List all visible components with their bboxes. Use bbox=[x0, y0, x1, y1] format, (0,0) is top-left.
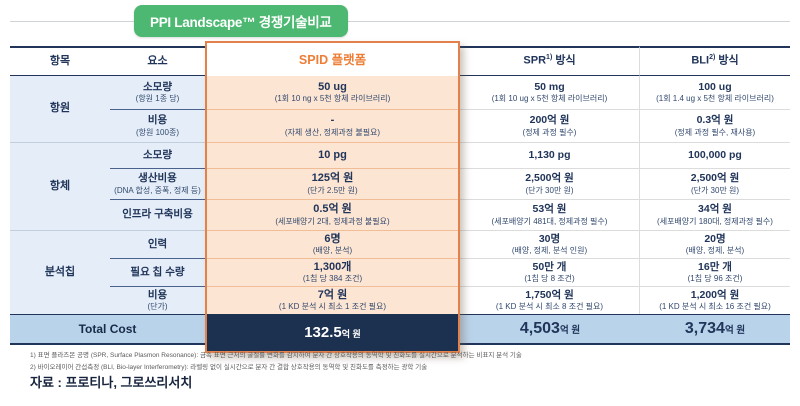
element-label: 필요 칩 수량 bbox=[110, 258, 205, 286]
cell-spr: 200억 원 (정제 과정 필수) bbox=[460, 109, 640, 142]
footnotes: 1) 표면 플라즈몬 공명 (SPR, Surface Plasmon Reso… bbox=[30, 350, 522, 374]
cell-spid: 7억 원 (1 KD 분석 시 최소 1 조건 필요) bbox=[205, 286, 460, 314]
cell-spr: 53억 원 (세포배양기 481대, 정제과정 필수) bbox=[460, 199, 640, 230]
header-element: 요소 bbox=[110, 46, 205, 76]
total-cost-spr: 4,503억 원 bbox=[460, 314, 640, 345]
cell-spr: 1,750억 원 (1 KD 분석 시 최소 8 조건 필요) bbox=[460, 286, 640, 314]
header-spid: SPID 플랫폼 bbox=[205, 43, 460, 76]
cell-bli: 0.3억 원 (정제 과정 필수, 재사용) bbox=[640, 109, 790, 142]
element-label: 인프라 구축비용 bbox=[110, 199, 205, 230]
header-bli-name: BLI bbox=[691, 54, 710, 67]
cell-spid: 125억 원 (단가 2.5만 원) bbox=[205, 168, 460, 199]
cell-bli: 1,200억 원 (1 KD 분석 시 최소 16 조건 필요) bbox=[640, 286, 790, 314]
footnote-marker-2: 2) bbox=[709, 54, 716, 62]
element-label: 생산비용 (DNA 합성, 증폭, 정제 등) bbox=[110, 168, 205, 199]
cell-bli: 2,500억 원 (단가 30만 원) bbox=[640, 168, 790, 199]
group-analysis-chip: 분석칩 bbox=[10, 230, 110, 314]
title-divider-line bbox=[10, 21, 790, 22]
element-label: 소모량 (항원 1종 당) bbox=[110, 76, 205, 109]
element-label: 인력 bbox=[110, 230, 205, 258]
header-bli: BLI2) 방식 bbox=[640, 46, 790, 76]
total-cost-bli: 3,734억 원 bbox=[640, 314, 790, 345]
header-item: 항목 bbox=[10, 46, 110, 76]
cell-spid: 0.5억 원 (세포배양기 2대, 정제과정 불필요) bbox=[205, 199, 460, 230]
total-cost-spid: 132.5억 원 bbox=[205, 314, 460, 351]
cell-spr: 2,500억 원 (단가 30만 원) bbox=[460, 168, 640, 199]
element-label: 비용 (단가) bbox=[110, 286, 205, 314]
cell-spid: 50 ug (1회 10 ng x 5천 항체 라이브러리) bbox=[205, 76, 460, 109]
page-title: PPI Landscape™ 경쟁기술비교 bbox=[134, 5, 348, 37]
cell-spid: 10 pg bbox=[205, 142, 460, 168]
header-spr: SPR1) 방식 bbox=[460, 46, 640, 76]
cell-spr: 50만 개 (1칩 당 8 조건) bbox=[460, 258, 640, 286]
cell-bli: 100 ug (1회 1.4 ug x 5천 항체 라이브러리) bbox=[640, 76, 790, 109]
group-antigen: 항원 bbox=[10, 76, 110, 142]
element-label: 비용 (항원 100종) bbox=[110, 109, 205, 142]
header-bli-suffix: 방식 bbox=[715, 54, 739, 67]
comparison-grid: 항목 요소 SPID 플랫폼 SPR1) 방식 BLI2) 방식 항원 항체 분… bbox=[10, 43, 790, 351]
cell-spid: 1,300개 (1칩 당 384 조건) bbox=[205, 258, 460, 286]
total-cost-label: Total Cost bbox=[10, 314, 205, 345]
cell-bli: 20명 (배양, 정제, 분석) bbox=[640, 230, 790, 258]
cell-spr: 30명 (배양, 정제, 분석 인원) bbox=[460, 230, 640, 258]
footnote-marker-1: 1) bbox=[546, 54, 553, 62]
cell-spid: 6명 (배양, 분석) bbox=[205, 230, 460, 258]
header-spr-suffix: 방식 bbox=[552, 54, 576, 67]
comparison-table: 항목 요소 SPID 플랫폼 SPR1) 방식 BLI2) 방식 항원 항체 분… bbox=[10, 41, 790, 353]
cell-bli: 16만 개 (1칩 당 96 조건) bbox=[640, 258, 790, 286]
cell-bli: 100,000 pg bbox=[640, 142, 790, 168]
source-label: 자료 : bbox=[30, 375, 66, 390]
footnote-1: 1) 표면 플라즈몬 공명 (SPR, Surface Plasmon Reso… bbox=[30, 352, 522, 359]
group-antibody: 항체 bbox=[10, 142, 110, 230]
header-spr-name: SPR bbox=[523, 54, 547, 67]
cell-spr: 1,130 pg bbox=[460, 142, 640, 168]
cell-spid: - (자체 생산, 정제과정 불필요) bbox=[205, 109, 460, 142]
footnote-2: 2) 바이오레이어 간섭측정 (BLI, Bio-layer Interfero… bbox=[30, 364, 428, 372]
source-text: 자료 : 프로티나, 그로쓰리서치 bbox=[30, 372, 192, 391]
cell-spr: 50 mg (1회 10 ug x 5천 항체 라이브러리) bbox=[460, 76, 640, 109]
cell-bli: 34억 원 (세포배양기 180대, 정제과정 필수) bbox=[640, 199, 790, 230]
source-value: 프로티나, 그로쓰리서치 bbox=[65, 375, 193, 390]
element-label: 소모량 bbox=[110, 142, 205, 168]
